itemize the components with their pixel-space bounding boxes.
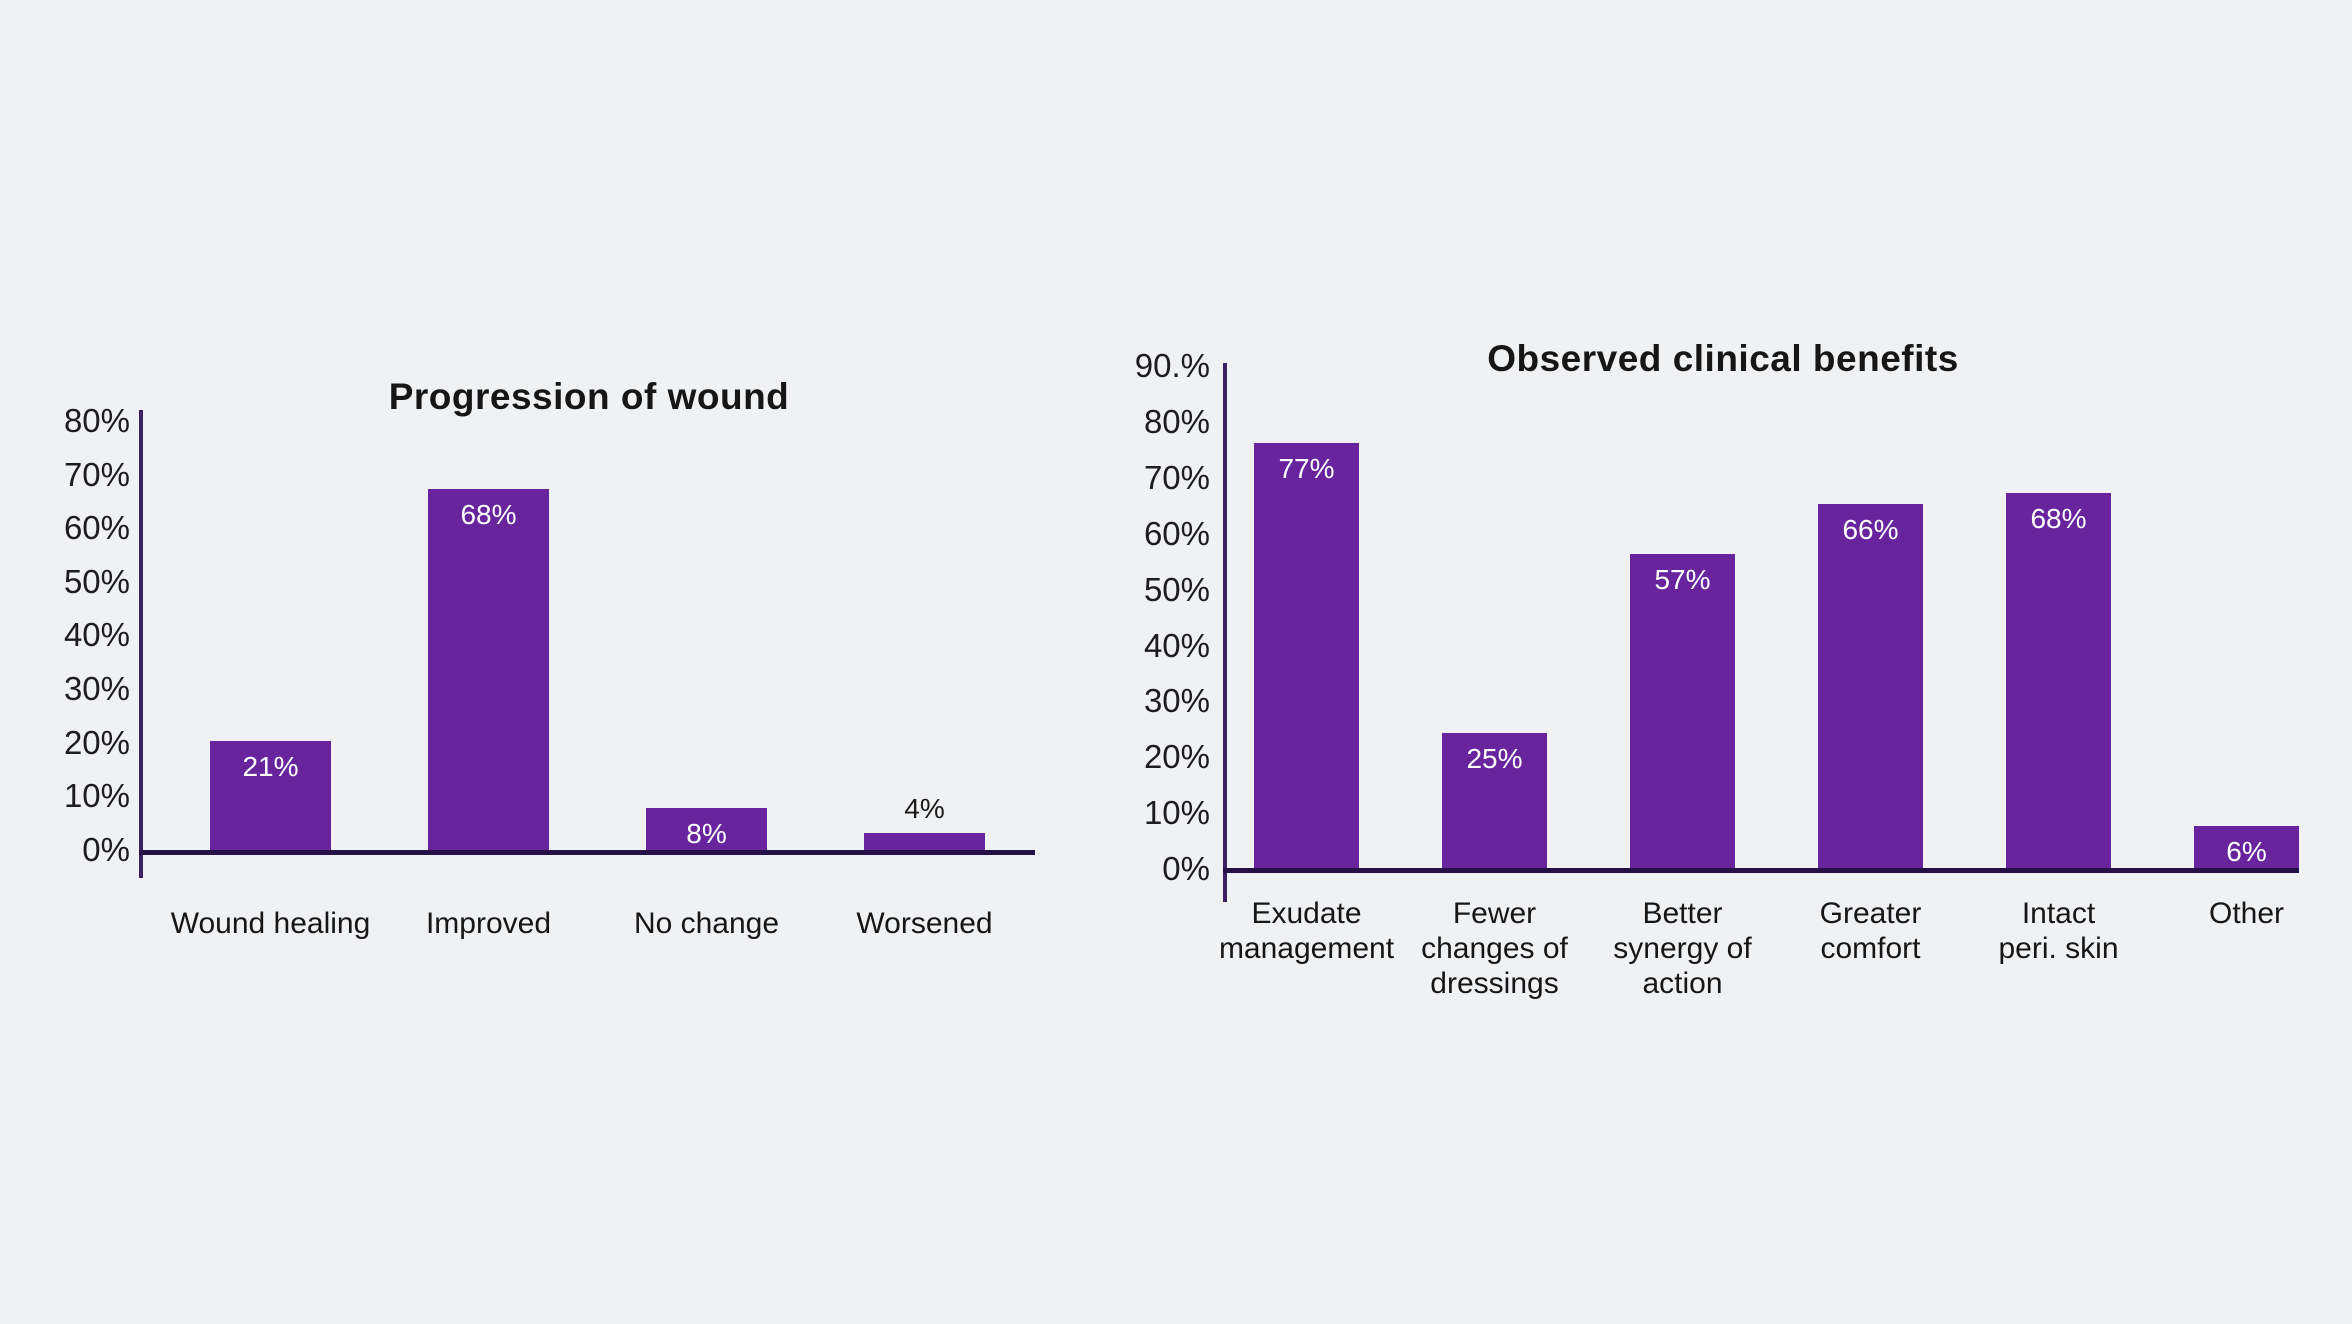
y-tick-label: 30% xyxy=(1143,682,1210,720)
bar-value-label: 68% xyxy=(460,499,517,531)
y-tick-label: 20% xyxy=(1143,738,1210,776)
progression-of-wound-chart: Progression of wound 80% 70% 60% 50% 40% 30% 2… xyxy=(30,370,1070,990)
bar xyxy=(1442,732,1547,872)
y-tick-label: 60% xyxy=(63,509,130,547)
x-axis-line xyxy=(1223,868,2299,873)
bar xyxy=(646,808,767,854)
y-tick-label: 10% xyxy=(63,777,130,815)
y-tick-label: 50% xyxy=(63,562,130,600)
x-category-label: Wound healing xyxy=(170,907,371,940)
bar xyxy=(2006,492,2111,872)
y-tick-label: 10% xyxy=(1143,794,1210,832)
y-tick-label: 30% xyxy=(63,670,130,707)
x-category-label: Exudate management xyxy=(1218,897,1395,965)
bar-value-label: 4% xyxy=(904,792,945,824)
x-category-label: Greater comfort xyxy=(1819,897,1922,965)
y-axis-line xyxy=(1223,363,1227,902)
bar xyxy=(428,489,549,854)
bar-value-label: 8% xyxy=(686,818,727,849)
y-tick-label: 20% xyxy=(63,723,130,761)
x-category-label: Intact peri. skin xyxy=(1998,897,2119,965)
x-axis-line xyxy=(139,850,1035,855)
observed-clinical-benefits-chart: Observed clinical benefits 90.% 80% 70% 60%… xyxy=(1100,330,2352,1030)
y-tick-label: 70% xyxy=(63,455,130,493)
chart-title: Observed clinical benefits xyxy=(1487,338,1959,379)
y-tick-label: 60% xyxy=(1143,514,1210,552)
x-category-label: Fewer changes of dressings xyxy=(1421,897,1568,1000)
bar-value-label: 66% xyxy=(1842,513,1899,545)
bar-value-label: 25% xyxy=(1466,742,1523,774)
bar xyxy=(1818,503,1923,872)
x-category-label: No change xyxy=(633,907,780,940)
y-axis-line xyxy=(139,410,143,878)
bar-value-label: 21% xyxy=(242,751,299,783)
bar-value-label: 6% xyxy=(2226,836,2267,867)
y-tick-label: 40% xyxy=(63,616,130,654)
x-category-label: Better synergy of action xyxy=(1613,897,1752,1000)
y-tick-label: 0% xyxy=(82,830,130,868)
x-category-label: Other xyxy=(2208,897,2285,930)
x-category-label: Worsened xyxy=(856,907,993,940)
chart-title: Progression of wound xyxy=(388,376,790,417)
y-tick-label: 40% xyxy=(1143,626,1210,664)
y-tick-label: 90.% xyxy=(1134,347,1210,384)
bar-value-label: 57% xyxy=(1654,564,1711,596)
y-tick-label: 80% xyxy=(1143,402,1210,440)
bar xyxy=(1630,554,1735,872)
bar xyxy=(210,741,331,854)
x-category-label: Improved xyxy=(425,907,552,940)
bar xyxy=(2194,826,2299,872)
y-tick-label: 70% xyxy=(1143,458,1210,496)
y-tick-label: 50% xyxy=(1143,570,1210,608)
y-tick-label: 0% xyxy=(1162,850,1210,888)
bar xyxy=(864,832,985,854)
bar-value-label: 77% xyxy=(1278,452,1335,484)
y-tick-label: 80% xyxy=(63,402,130,439)
bar xyxy=(1254,442,1359,872)
bar-value-label: 68% xyxy=(2030,502,2087,534)
